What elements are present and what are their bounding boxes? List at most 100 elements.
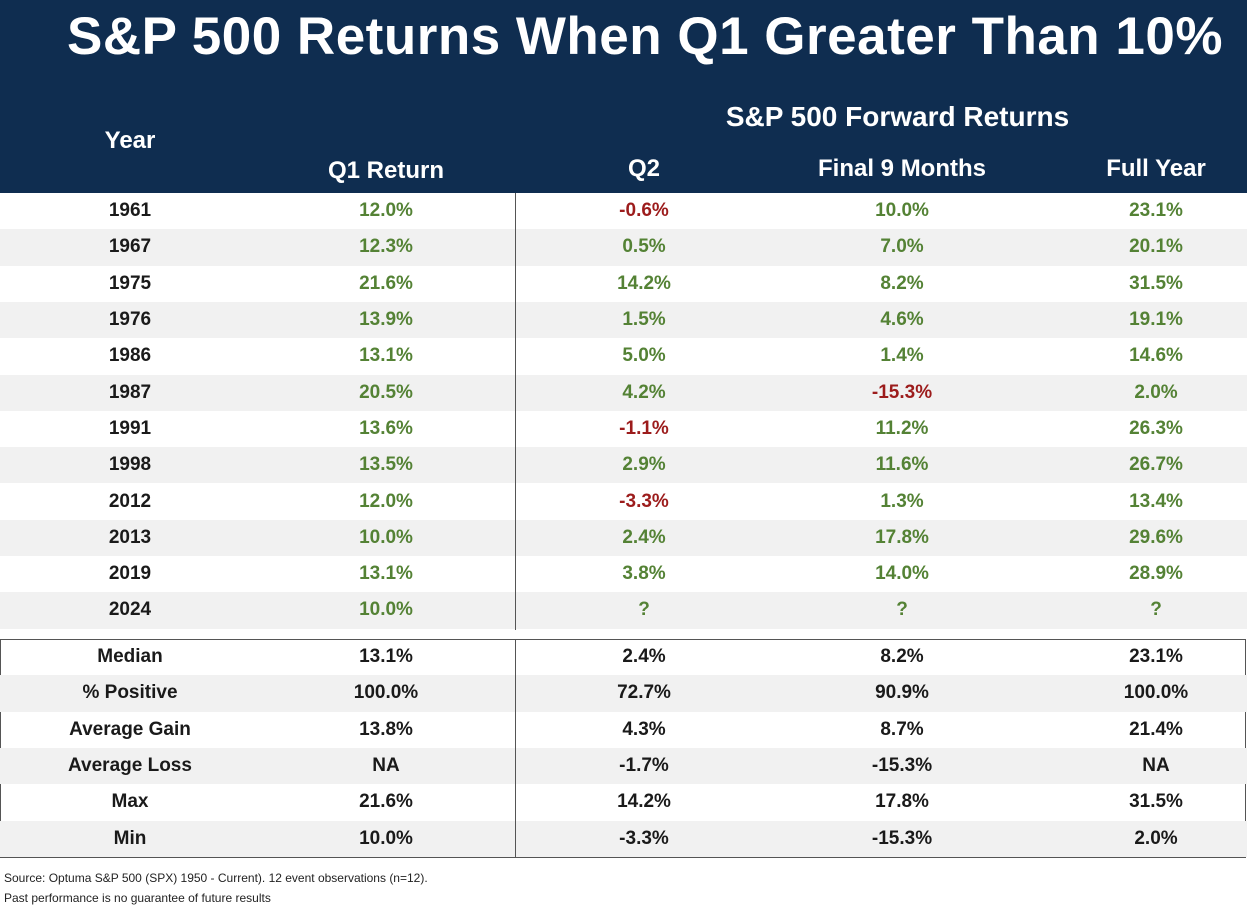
stat-cell-final-9-months: -15.3% — [871, 755, 933, 777]
stat-cell-q2: 4.3% — [622, 718, 666, 740]
stat-cell-q1-return: NA — [372, 755, 400, 777]
cell-q2: -3.3% — [619, 490, 669, 512]
cell-q1-return: 13.6% — [359, 417, 413, 439]
stat-cell-q2: 14.2% — [617, 791, 671, 813]
stats-row: % Positive 100.0% 72.7% 90.9% 100.0% — [0, 675, 1247, 712]
cell-q1-return: 21.6% — [359, 272, 413, 294]
cell-year: 2012 — [108, 490, 152, 512]
stat-cell-year: Median — [97, 646, 163, 668]
stats-column-divider — [515, 639, 516, 858]
cell-q2: 4.2% — [622, 381, 666, 403]
stat-cell-year: Max — [111, 791, 149, 813]
cell-year: 2019 — [108, 563, 152, 585]
cell-full-year: 23.1% — [1129, 200, 1183, 222]
header-q2: Q2 — [627, 155, 660, 182]
chart-title: S&P 500 Returns When Q1 Greater Than 10% — [67, 7, 1223, 66]
cell-q1-return: 13.9% — [359, 309, 413, 331]
cell-full-year: 31.5% — [1129, 272, 1183, 294]
cell-year: 1986 — [108, 345, 152, 367]
table-header: S&P 500 Returns When Q1 Greater Than 10%… — [0, 0, 1247, 193]
cell-q2: ? — [638, 599, 650, 621]
header-q1-return: Q1 Return — [327, 157, 444, 184]
stat-cell-full-year: 21.4% — [1129, 718, 1183, 740]
table-row: 2012 12.0% -3.3% 1.3% 13.4% — [0, 483, 1247, 519]
table-row: 1967 12.3% 0.5% 7.0% 20.1% — [0, 229, 1247, 266]
stat-cell-final-9-months: 8.2% — [880, 646, 924, 668]
cell-q1-return: 12.0% — [359, 490, 413, 512]
cell-full-year: 26.3% — [1129, 417, 1183, 439]
disclaimer-note: Past performance is no guarantee of futu… — [4, 891, 271, 905]
stat-cell-year: Min — [113, 827, 147, 849]
cell-q1-return: 13.1% — [359, 345, 413, 367]
cell-q1-return: 10.0% — [359, 599, 413, 621]
stat-cell-full-year: 2.0% — [1134, 827, 1178, 849]
table-row: 2024 10.0%??? — [0, 592, 1247, 629]
cell-q2: 2.4% — [622, 526, 666, 548]
cell-year: 1961 — [108, 200, 152, 222]
stat-cell-q2: 72.7% — [617, 682, 671, 704]
cell-full-year: 28.9% — [1129, 563, 1183, 585]
stat-cell-final-9-months: 8.7% — [880, 718, 924, 740]
stat-cell-final-9-months: -15.3% — [871, 827, 933, 849]
cell-q1-return: 12.3% — [359, 236, 413, 258]
header-year: Year — [104, 127, 156, 154]
source-note: Source: Optuma S&P 500 (SPX) 1950 - Curr… — [4, 871, 428, 885]
stats-row: Average Loss NA -1.7% -15.3% NA — [0, 747, 1247, 785]
stat-cell-q1-return: 13.8% — [359, 718, 413, 740]
stat-cell-q1-return: 100.0% — [353, 682, 419, 704]
stat-cell-year: % Positive — [82, 682, 178, 704]
table-row: 2019 13.1% 3.8% 14.0% 28.9% — [0, 556, 1247, 592]
table-row: 2013 10.0% 2.4% 17.8% 29.6% — [0, 519, 1247, 556]
cell-q2: -1.1% — [619, 417, 669, 439]
cell-final-9-months: 10.0% — [875, 200, 929, 222]
cell-final-9-months: -15.3% — [871, 381, 933, 403]
cell-final-9-months: 1.3% — [880, 490, 924, 512]
table-row: 1987 20.5% 4.2% -15.3% 2.0% — [0, 374, 1247, 411]
cell-final-9-months: ? — [896, 599, 908, 621]
cell-q1-return: 10.0% — [359, 526, 413, 548]
cell-final-9-months: 1.4% — [880, 345, 924, 367]
cell-full-year: 20.1% — [1129, 236, 1183, 258]
cell-q2: -0.6% — [619, 200, 669, 222]
cell-q2: 5.0% — [622, 345, 666, 367]
cell-q1-return: 13.1% — [359, 563, 413, 585]
cell-full-year: 13.4% — [1129, 490, 1183, 512]
cell-q2: 2.9% — [622, 454, 666, 476]
cell-year: 2024 — [108, 599, 152, 621]
cell-full-year: 29.6% — [1129, 526, 1183, 548]
table-row: 1961 12.0% -0.6% 10.0% 23.1% — [0, 193, 1247, 229]
stat-cell-q2: -1.7% — [619, 755, 669, 777]
stat-cell-q1-return: 10.0% — [359, 827, 413, 849]
stat-cell-q1-return: 21.6% — [359, 791, 413, 813]
cell-final-9-months: 11.6% — [875, 454, 929, 476]
table-row: 1976 13.9% 1.5% 4.6% 19.1% — [0, 301, 1247, 339]
stats-row: Min 10.0% -3.3% -15.3% 2.0% — [0, 820, 1247, 857]
cell-full-year: 14.6% — [1129, 345, 1183, 367]
header-forward-returns: S&P 500 Forward Returns — [725, 101, 1070, 132]
cell-year: 1976 — [108, 309, 152, 331]
stat-cell-year: Average Loss — [68, 755, 192, 777]
header-full-year: Full Year — [1106, 155, 1206, 182]
cell-final-9-months: 11.2% — [875, 417, 929, 439]
cell-year: 2013 — [108, 526, 152, 548]
stat-cell-final-9-months: 90.9% — [875, 682, 929, 704]
cell-q1-return: 13.5% — [359, 454, 413, 476]
header-final-9-months: Final 9 Months — [818, 155, 986, 182]
table-row: 1975 21.6% 14.2% 8.2% 31.5% — [0, 266, 1247, 302]
cell-q1-return: 12.0% — [359, 200, 413, 222]
cell-q2: 3.8% — [622, 563, 666, 585]
cell-q2: 0.5% — [622, 236, 666, 258]
stat-cell-q1-return: 13.1% — [359, 646, 413, 668]
stats-row: Average Gain 13.8% 4.3% 8.7% 21.4% — [0, 712, 1247, 748]
stats-row: Max 21.6% 14.2% 17.8% 31.5% — [0, 784, 1247, 820]
cell-year: 1967 — [108, 236, 152, 258]
stat-cell-q2: -3.3% — [619, 827, 669, 849]
cell-final-9-months: 8.2% — [880, 272, 924, 294]
cell-year: 1975 — [108, 272, 152, 294]
cell-q1-return: 20.5% — [359, 381, 413, 403]
stat-cell-year: Average Gain — [69, 718, 191, 740]
cell-final-9-months: 14.0% — [875, 563, 929, 585]
table-row: 1991 13.6% -1.1% 11.2% 26.3% — [0, 411, 1247, 447]
cell-final-9-months: 17.8% — [875, 526, 929, 548]
cell-full-year: 2.0% — [1134, 381, 1178, 403]
